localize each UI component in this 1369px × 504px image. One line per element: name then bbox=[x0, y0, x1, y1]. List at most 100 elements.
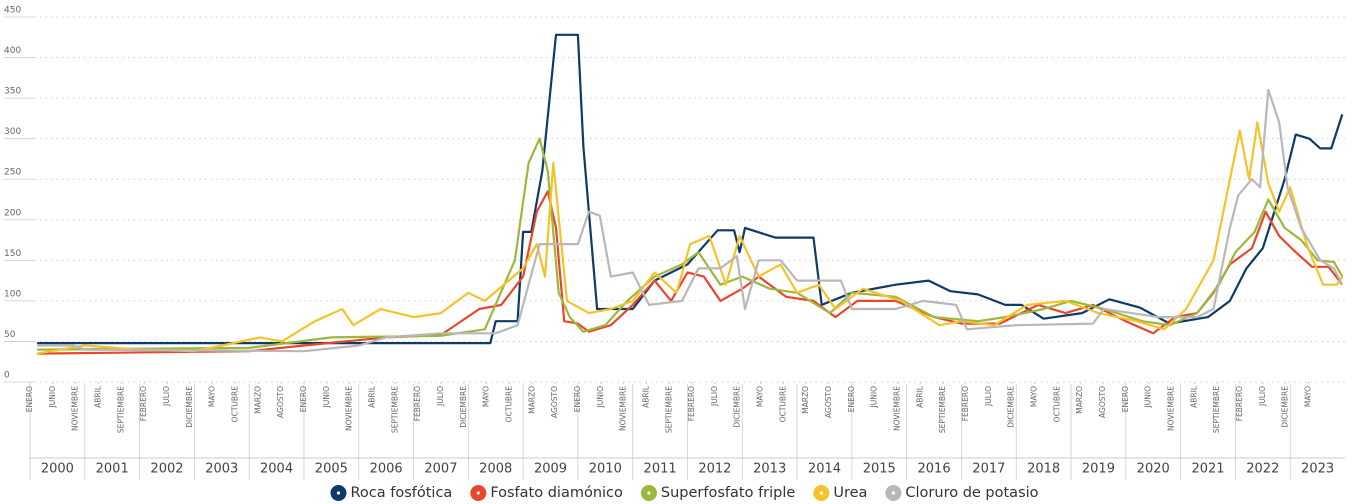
x-tick-label: MARZO bbox=[801, 386, 810, 414]
x-tick-label: JULIO bbox=[436, 386, 445, 407]
x-tick-label: DICIEMBRE bbox=[733, 386, 742, 428]
year-label: 2022 bbox=[1246, 462, 1279, 477]
series-line bbox=[37, 33, 1344, 345]
x-tick-label: DICIEMBRE bbox=[1007, 386, 1016, 428]
series-line bbox=[37, 190, 1344, 355]
x-tick-label: SEPTIEMBRE bbox=[116, 386, 125, 433]
x-tick-label: JULIO bbox=[162, 386, 171, 407]
x-tick-label: ABRIL bbox=[915, 385, 924, 408]
legend-marker-dot bbox=[647, 491, 651, 495]
legend-marker-dot bbox=[476, 491, 480, 495]
y-tick-label: 150 bbox=[4, 249, 21, 259]
x-tick-label: SEPTIEMBRE bbox=[1212, 386, 1221, 433]
legend-marker-dot bbox=[336, 491, 341, 495]
x-tick-label: MARZO bbox=[527, 386, 536, 414]
x-tick-label: JUNIO bbox=[870, 386, 879, 409]
x-tick-label: AGOSTO bbox=[276, 386, 285, 418]
year-label: 2017 bbox=[972, 462, 1005, 477]
y-tick-label: 350 bbox=[4, 87, 21, 97]
x-tick-label: MAYO bbox=[1029, 386, 1038, 407]
x-tick-label: SEPTIEMBRE bbox=[938, 386, 947, 433]
x-tick-label: JUNIO bbox=[322, 386, 331, 409]
year-label: 2020 bbox=[1137, 462, 1170, 477]
x-tick-label: JUNIO bbox=[1144, 386, 1153, 409]
y-tick-label: 0 bbox=[4, 371, 10, 381]
x-tick-label: ENERO bbox=[1121, 386, 1130, 412]
y-tick-label: 250 bbox=[4, 168, 21, 178]
x-tick-label: FEBRERO bbox=[961, 386, 970, 421]
x-tick-label: JUNIO bbox=[48, 386, 57, 409]
series-line bbox=[37, 137, 1344, 351]
x-tick-label: MAYO bbox=[1303, 386, 1312, 407]
x-tick-label: MARZO bbox=[253, 386, 262, 414]
x-tick-label: OCTUBRE bbox=[504, 386, 513, 423]
year-label: 2021 bbox=[1191, 462, 1224, 477]
x-tick-label: ENERO bbox=[299, 386, 308, 412]
y-tick-label: 100 bbox=[4, 289, 21, 299]
legend-label: Urea bbox=[833, 485, 867, 501]
x-tick-label: NOVIEMBRE bbox=[1166, 386, 1175, 431]
x-tick-label: JUNIO bbox=[596, 386, 605, 409]
year-label: 2010 bbox=[589, 462, 622, 477]
x-tick-label: JULIO bbox=[710, 386, 719, 407]
year-label: 2002 bbox=[150, 462, 183, 477]
x-tick-label: NOVIEMBRE bbox=[71, 386, 80, 431]
x-tick-label: JULIO bbox=[1258, 386, 1267, 407]
y-tick-label: 450 bbox=[4, 6, 21, 16]
series-line bbox=[37, 88, 1344, 353]
x-tick-label: SEPTIEMBRE bbox=[664, 386, 673, 433]
x-tick-label: DICIEMBRE bbox=[185, 386, 194, 428]
x-tick-label: MAYO bbox=[482, 386, 491, 407]
x-tick-label: JULIO bbox=[984, 386, 993, 407]
year-label: 2007 bbox=[424, 462, 457, 477]
series-line bbox=[36, 121, 1344, 355]
year-label: 2023 bbox=[1301, 462, 1334, 477]
x-tick-label: OCTUBRE bbox=[778, 386, 787, 423]
x-tick-label: ABRIL bbox=[367, 385, 376, 408]
x-tick-label: ABRIL bbox=[93, 385, 102, 408]
x-tick-label: ENERO bbox=[573, 386, 582, 412]
year-label: 2009 bbox=[534, 462, 567, 477]
x-tick-label: NOVIEMBRE bbox=[619, 386, 628, 431]
year-label: 2013 bbox=[753, 462, 786, 477]
x-tick-label: MAYO bbox=[756, 386, 765, 407]
x-tick-label: AGOSTO bbox=[550, 386, 559, 418]
year-label: 2004 bbox=[260, 462, 293, 477]
year-label: 2005 bbox=[315, 462, 348, 477]
year-label: 2000 bbox=[41, 462, 74, 477]
legend-label: Roca fosfótica bbox=[350, 485, 452, 501]
x-tick-label: AGOSTO bbox=[824, 386, 833, 418]
y-tick-label: 50 bbox=[4, 330, 16, 340]
x-tick-label: NOVIEMBRE bbox=[345, 386, 354, 431]
x-tick-label: FEBRERO bbox=[139, 386, 148, 421]
legend-item: Fosfato diamónico bbox=[470, 485, 623, 501]
y-tick-label: 400 bbox=[4, 46, 21, 56]
legend-marker-dot bbox=[819, 491, 823, 495]
year-label: 2019 bbox=[1082, 462, 1115, 477]
x-tick-label: ABRIL bbox=[641, 385, 650, 408]
legend-marker-dot bbox=[891, 491, 895, 495]
legend-item: Cloruro de potasio bbox=[885, 485, 1039, 501]
x-tick-label: FEBRERO bbox=[1235, 386, 1244, 421]
legend: Roca fosfótica Fosfato diamónico Superfosf… bbox=[330, 485, 1039, 501]
x-tick-label: AGOSTO bbox=[1098, 386, 1107, 418]
x-tick-label: DICIEMBRE bbox=[1281, 386, 1290, 428]
year-label: 2003 bbox=[205, 462, 238, 477]
legend-label: Fosfato diamónico bbox=[490, 485, 623, 501]
x-tick-label: ENERO bbox=[847, 386, 856, 412]
year-label: 2016 bbox=[918, 462, 951, 477]
x-tick-label: OCTUBRE bbox=[230, 386, 239, 423]
legend-label: Superfosfato friple bbox=[661, 485, 795, 501]
x-tick-label: SEPTIEMBRE bbox=[390, 386, 399, 433]
x-tick-label: DICIEMBRE bbox=[459, 386, 468, 428]
legend-item: Superfosfato friple bbox=[640, 485, 795, 501]
y-tick-label: 200 bbox=[4, 208, 21, 218]
year-label: 2006 bbox=[370, 462, 403, 477]
x-tick-label: MARZO bbox=[1075, 386, 1084, 414]
x-tick-label: NOVIEMBRE bbox=[893, 386, 902, 431]
year-label: 2008 bbox=[479, 462, 512, 477]
x-tick-label: ABRIL bbox=[1189, 385, 1198, 408]
x-tick-label: MAYO bbox=[208, 386, 217, 407]
year-label: 2012 bbox=[698, 462, 731, 477]
